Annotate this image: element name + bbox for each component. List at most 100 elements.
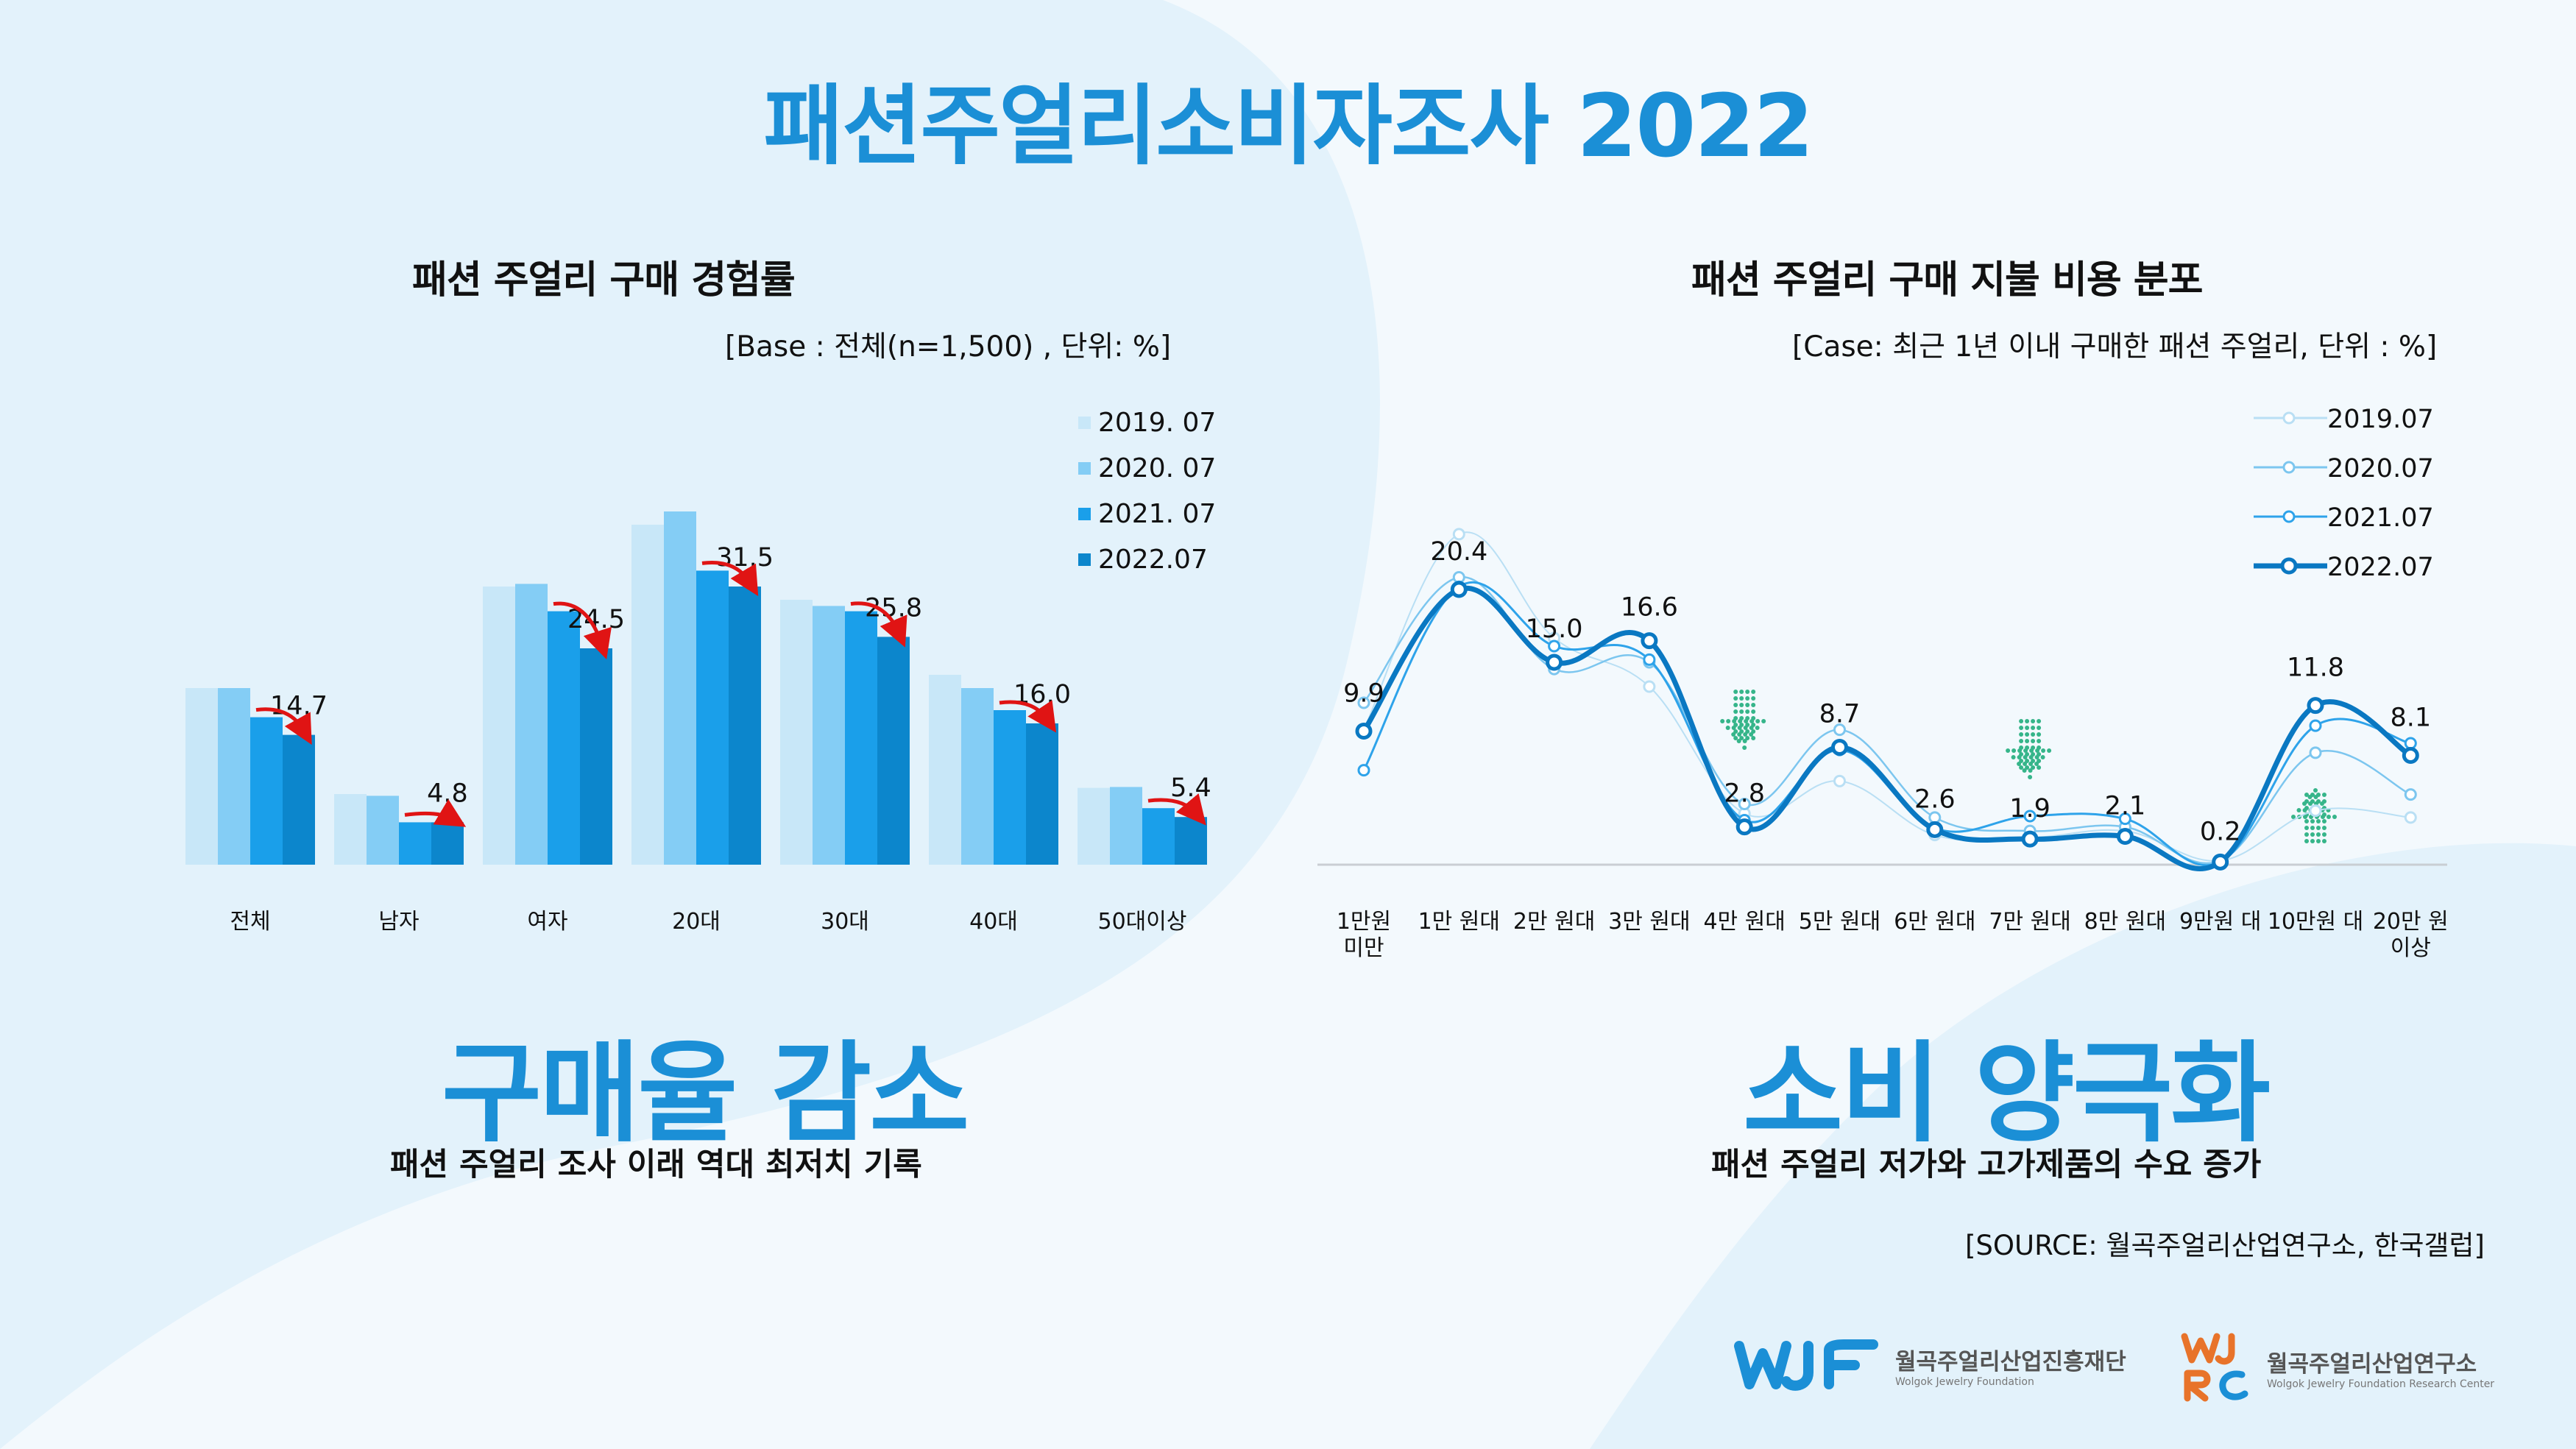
bar [1142,808,1175,865]
arrow-dot [1755,719,1761,723]
line-point [2307,697,2324,715]
decrease-arrow [404,798,467,827]
line-category-label: 1만원 [1337,909,1391,935]
line-point [2118,812,2131,826]
right-subline: 패션 주얼리 저가와 고가제품의 수요 증가 [1711,1147,2262,1183]
arrow-dot [2019,732,2024,737]
wjf-logo-sub: Wolgok Jewelry Foundation [1895,1375,2034,1388]
bar [185,688,218,865]
line-point [1450,581,1468,598]
arrow-dot [2322,819,2326,823]
arrow-dot [2304,839,2309,843]
bar [696,570,729,865]
arrow-dot [2304,826,2309,830]
arrow-dot [1745,703,1750,707]
bar [548,611,580,865]
line-point [1735,818,1753,836]
legend-label: 2022.07 [2327,553,2434,582]
legend-swatch [1078,507,1091,520]
arrow-dot [1745,736,1750,740]
wjf-logo-mark [1734,1339,1878,1391]
arrow-dot [1743,726,1748,730]
line-series-3 [1362,585,2413,872]
arrow-dot [1749,732,1754,737]
line-point [2116,828,2134,845]
line-point [1738,798,1751,810]
bar-legend: 2019. 07 2020. 07 2021. 07 2022.07 [1078,400,1216,582]
line-point [1831,739,1848,756]
arrow-dot [1751,696,1756,701]
right-headline: 소비 양극화 [1743,1030,2271,1157]
line-point [2309,746,2322,759]
line-point [2309,804,2322,818]
bar [729,587,761,865]
arrow-dot [2322,832,2326,837]
line-point [1452,528,1465,541]
line-point [2402,747,2419,764]
line-data-label: 16.6 [1621,593,1678,623]
arrow-dot [2303,815,2307,819]
arrow-dot [2031,765,2036,770]
arrow-dot [2304,832,2309,837]
bar [218,688,250,865]
line-data-label: 15.0 [1526,614,1583,644]
line-point [1643,653,1656,666]
arrow-dot [2031,719,2036,723]
arrow-dot [2316,826,2321,830]
bar [813,606,845,865]
arrow-dot [2304,819,2309,823]
wjrc-logo-sub: Wolgok Jewelry Foundation Research Cente… [2267,1378,2495,1390]
bar [994,710,1026,865]
source-note: [SOURCE: 월곡주얼리산업연구소, 한국갤럽] [1965,1230,2485,1261]
legend-swatch [1078,553,1091,566]
line-point [1355,723,1373,740]
arrow-dot [2322,793,2326,797]
right-chart-title: 패션 주얼리 구매 지불 비용 분포 [1691,258,2203,302]
arrow-dot [2028,762,2034,766]
arrow-dot [2025,739,2030,743]
arrow-dot [2017,748,2023,753]
arrow-dot [1733,703,1738,707]
line-point [2404,737,2417,750]
arrow-dot [2037,726,2042,730]
bar [961,688,994,865]
bar-category-label: 40대 [969,909,1018,935]
left-chart-note: [Base : 전체(n=1,500) , 단위: %] [725,330,1172,364]
line-data-label: 8.7 [1819,700,1861,729]
legend-label: 2021.07 [2327,503,2434,533]
arrow-dot [1751,690,1756,694]
arrow-dot [2302,801,2307,806]
line-category-label: 10만원 대 [2268,909,2364,935]
arrow-dot [1737,732,1742,737]
bar-category-label: 30대 [821,909,869,935]
arrow-dot [1732,719,1737,723]
increase-arrow [2291,788,2337,843]
legend-label: 2020.07 [2327,454,2434,483]
arrow-dot [1733,690,1738,694]
line-point [1833,774,1846,787]
line-category-label: 9만원 대 [2179,909,2261,935]
bar [780,600,813,865]
legend-label: 2019. 07 [1098,407,1217,438]
line-point [1926,821,1944,838]
legend-marker [2282,461,2296,474]
arrow-dot [2011,755,2016,759]
legend-label: 2022.07 [1098,544,1208,575]
arrow-dot [2322,839,2326,843]
legend-label: 2021. 07 [1098,498,1217,529]
arrow-dot [2316,839,2321,843]
arrow-dot [1733,696,1738,701]
bar-legend-item: 2021. 07 [1078,491,1216,536]
legend-marker [2280,557,2298,575]
decrease-arrow [1720,690,1766,750]
arrow-dot [1739,696,1744,701]
bar [515,584,548,865]
bar [367,796,399,865]
legend-marker [2282,510,2296,523]
arrow-dot [1733,736,1738,740]
arrow-dot [2023,755,2028,759]
left-headline: 구매율 감소 [442,1030,969,1157]
arrow-dot [2011,748,2017,753]
arrow-dot [2310,826,2315,830]
